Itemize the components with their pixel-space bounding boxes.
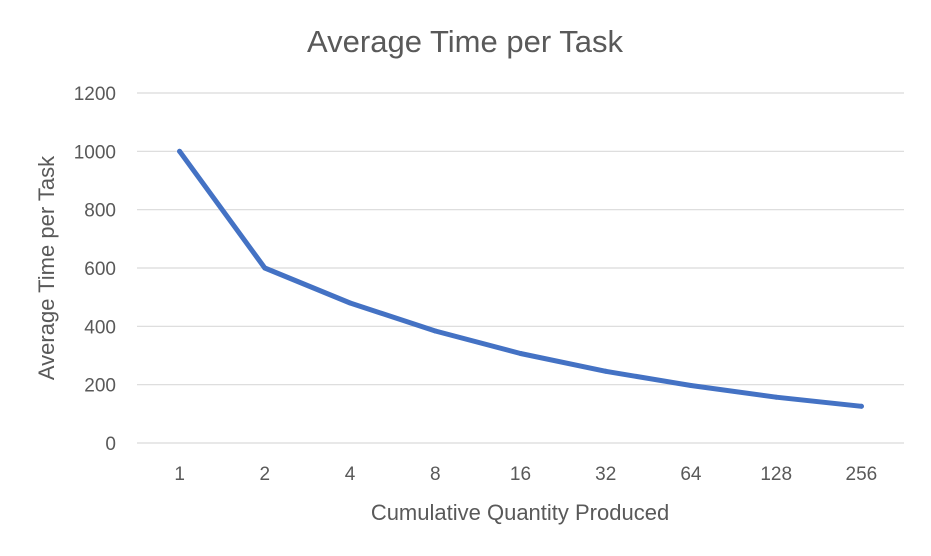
x-tick-label: 128 [760,464,792,485]
x-tick-label: 16 [510,464,531,485]
data-point [773,394,779,400]
y-tick-label: 600 [84,259,116,280]
y-tick-label: 400 [84,317,116,338]
y-tick-label: 1000 [74,142,116,163]
x-axis-title: Cumulative Quantity Produced [371,500,669,525]
y-axis-ticks: 0 200 400 600 800 1000 1200 [74,84,116,455]
y-tick-label: 800 [84,201,116,222]
data-point [603,368,609,374]
x-tick-label: 1 [174,464,185,485]
data-point [688,383,694,389]
data-point [347,300,353,306]
x-tick-label: 4 [345,464,356,485]
y-axis-title: Average Time per Task [34,155,59,380]
y-tick-label: 200 [84,376,116,397]
data-point [858,403,864,409]
series-layer [177,148,864,409]
chart-title: Average Time per Task [307,24,623,59]
y-tick-label: 0 [105,434,116,455]
data-point [177,148,183,154]
x-tick-label: 32 [595,464,616,485]
data-point [432,328,438,334]
gridlines [137,92,904,444]
data-point [518,350,523,356]
data-point [262,265,268,271]
x-tick-label: 2 [260,464,271,485]
x-tick-label: 8 [430,464,441,485]
y-tick-label: 1200 [74,84,116,105]
x-tick-label: 64 [680,464,702,485]
x-axis-ticks: 1 2 4 8 16 32 64 128 256 [174,464,877,485]
x-tick-label: 256 [846,464,878,485]
series-line [177,148,864,409]
